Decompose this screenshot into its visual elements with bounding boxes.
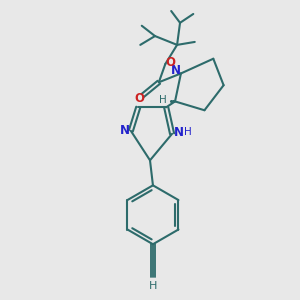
Text: N: N xyxy=(174,126,184,139)
Text: O: O xyxy=(134,92,144,105)
Text: H: H xyxy=(149,281,157,291)
Text: H: H xyxy=(159,95,167,105)
Text: H: H xyxy=(184,127,192,137)
Text: N: N xyxy=(171,64,181,77)
Text: O: O xyxy=(166,56,176,69)
Text: N: N xyxy=(119,124,129,137)
